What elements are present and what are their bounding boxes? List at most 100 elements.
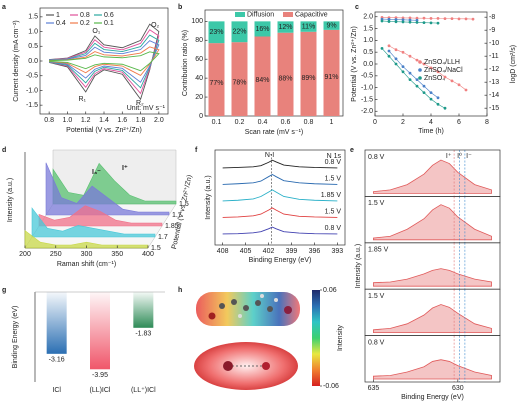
curve-label: 0.8 V <box>325 159 342 166</box>
peak-label: I₃⁻ <box>92 169 101 176</box>
x-tick-label: 0.8 <box>44 117 54 124</box>
y-tick-label: 0.5 <box>28 43 38 50</box>
data-point <box>436 102 440 106</box>
panel-label: 1.85 V <box>368 247 389 254</box>
cv-curve <box>49 51 160 72</box>
curve-label: 0.8 V <box>325 225 342 232</box>
y2-tick-label: -11 <box>489 53 499 60</box>
x-tick-label: 630 <box>452 385 464 392</box>
plot-frame <box>214 149 346 246</box>
spectrum <box>31 207 156 238</box>
data-point <box>436 21 440 25</box>
value-label: 9% <box>326 22 336 29</box>
y-axis-label: Binding Energy (eV) <box>12 306 19 369</box>
spectrum <box>52 162 177 205</box>
bar-segment <box>277 32 294 116</box>
legend-label: ZnSO₄/LLH <box>424 59 460 66</box>
x-tick-label: 1.6 <box>117 117 127 124</box>
data-point <box>408 71 412 75</box>
y-tick-label: 1.5 <box>363 25 373 32</box>
cv-curve <box>49 40 160 83</box>
x-tick-label: 300 <box>81 251 93 258</box>
y-tick-label: -0.5 <box>361 73 373 80</box>
spectrum-title: N 1s <box>327 153 342 160</box>
legend-swatch <box>235 12 245 17</box>
value-label: -3.16 <box>49 357 65 364</box>
data-point <box>422 84 426 88</box>
data-point <box>464 17 468 21</box>
curve-label: 1.5 V <box>325 175 342 182</box>
data-point <box>415 58 419 62</box>
bar-segment <box>231 21 248 43</box>
y-tick-label: 80 <box>195 37 203 44</box>
x-tick-label: 4 <box>429 119 433 126</box>
y-tick-label: 60 <box>195 56 203 63</box>
spectrum <box>222 159 338 169</box>
x-tick-label: 400 <box>142 251 154 258</box>
y2-tick-label: -13 <box>489 79 499 86</box>
data-point <box>408 16 412 20</box>
x-tick-label: 393 <box>332 248 344 255</box>
x-tick-label: 0.4 <box>258 119 268 126</box>
value-label: 78% <box>232 80 246 87</box>
peak-label: O₁ <box>92 28 100 35</box>
cv-curve <box>49 23 160 101</box>
x-tick-label: ICl <box>52 387 61 394</box>
x-tick-label: (LL)ICl <box>89 387 110 394</box>
data-point <box>408 54 412 58</box>
y-tick-label: 0.5 <box>363 49 373 56</box>
y2-tick-label: -14 <box>489 92 499 99</box>
data-point <box>415 16 419 20</box>
depth-label: 1.7 <box>158 234 168 241</box>
y-tick-label: 0 <box>199 113 203 120</box>
data-point <box>429 97 433 101</box>
panel-letter: e <box>350 147 354 154</box>
y-tick-label: -1.5 <box>361 96 373 103</box>
panel-label: 1.5 V <box>368 293 385 300</box>
panel-letter: b <box>178 4 182 11</box>
spectrum <box>222 207 338 218</box>
depth-label: 1.5 <box>179 201 189 208</box>
spectrum <box>222 226 338 235</box>
species-label: I⁻ <box>466 153 472 160</box>
colorbar-tick-label: -0.06 <box>323 383 339 390</box>
legend-label: 0.1 <box>104 20 114 27</box>
spectrum <box>222 189 338 202</box>
peak-label: I⁺ <box>122 165 128 172</box>
peak-label: O₂ <box>151 22 159 29</box>
x-tick-label: 635 <box>368 385 380 392</box>
data-point <box>401 65 405 68</box>
x-tick-label: (LL⁺)ICl <box>131 387 156 394</box>
value-label: 22% <box>232 29 246 36</box>
data-point <box>387 49 391 53</box>
depth-label: 1.7 <box>172 212 182 219</box>
data-point <box>408 18 412 22</box>
x-tick-label: 402 <box>263 248 275 255</box>
series-line <box>381 48 446 109</box>
data-point <box>380 19 384 23</box>
peak-fill <box>373 359 492 380</box>
cv-curve <box>49 34 160 89</box>
y-axis-label: Intensity (a.u.) <box>7 178 14 222</box>
curve-label: 1.5 V <box>325 208 342 215</box>
y-tick-label: 100 <box>191 18 203 25</box>
data-point <box>422 91 426 94</box>
atoms <box>208 294 292 320</box>
peak-label: R₂ <box>136 100 144 107</box>
spectrum <box>222 173 338 185</box>
x-tick-label: 2.0 <box>154 117 164 124</box>
y-axis-label: logD (cm²/s) <box>510 45 517 83</box>
value-label: 88% <box>278 75 292 82</box>
y-tick-label: -0.5 <box>26 73 38 80</box>
data-point <box>408 78 412 81</box>
data-point <box>394 57 398 61</box>
peak-fill <box>373 204 492 241</box>
data-point <box>450 17 454 21</box>
x-tick-label: 0 <box>373 119 377 126</box>
x-tick-label: 399 <box>286 248 298 255</box>
panel-letter: g <box>2 287 6 294</box>
legend-swatch <box>283 12 293 17</box>
x-axis-label: Time (h) <box>418 128 444 135</box>
data-point <box>415 21 419 24</box>
data-point <box>394 62 398 66</box>
